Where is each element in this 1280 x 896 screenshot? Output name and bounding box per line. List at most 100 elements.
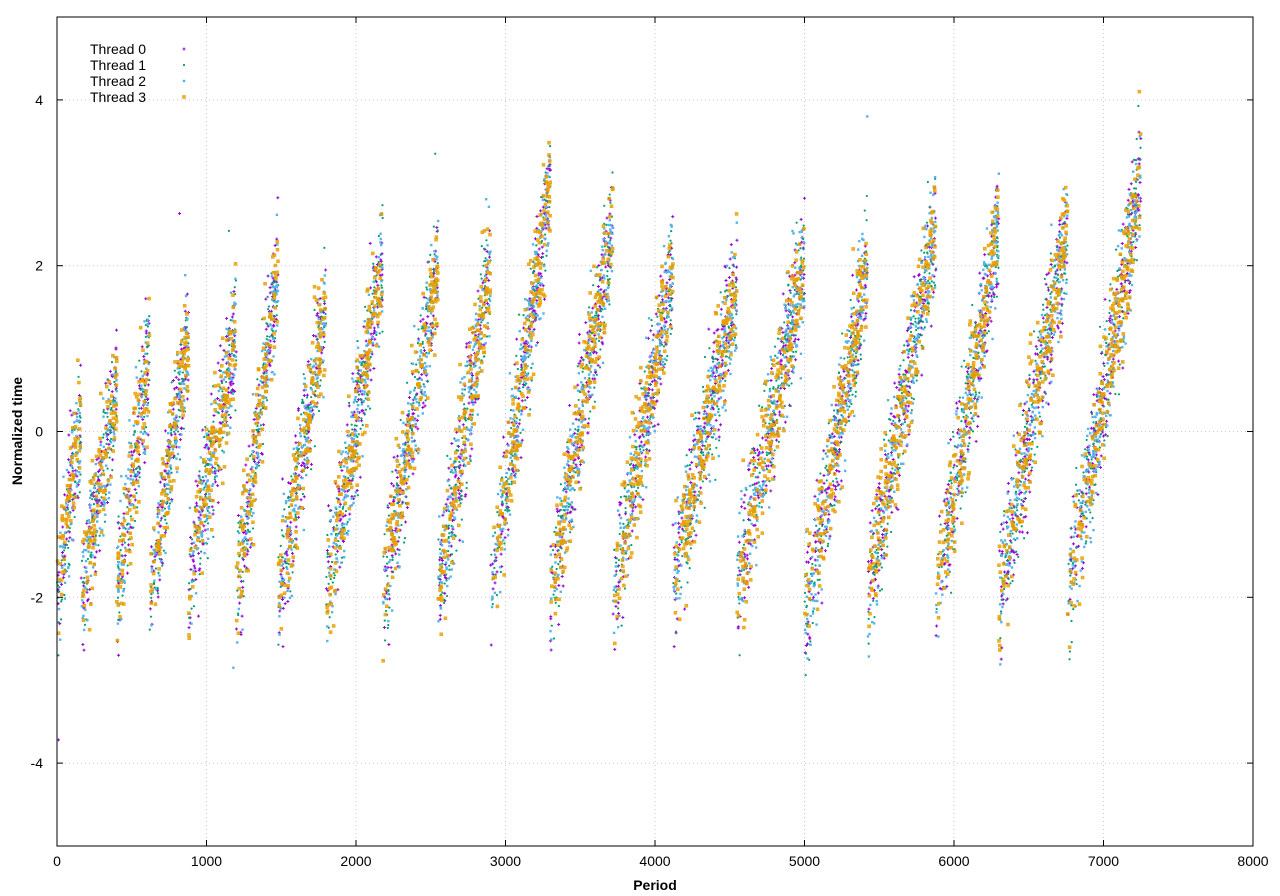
data-point (688, 567, 691, 570)
data-point (345, 423, 349, 427)
data-point (120, 543, 124, 547)
data-point (1034, 344, 1038, 348)
data-point (742, 500, 746, 504)
data-point (394, 552, 398, 556)
data-point (699, 486, 703, 490)
data-point (615, 561, 618, 564)
data-point (257, 464, 261, 467)
data-point (247, 444, 251, 448)
data-point (58, 586, 61, 589)
data-point (725, 289, 728, 292)
data-point (104, 381, 108, 385)
data-point (532, 269, 536, 272)
data-point (194, 501, 198, 505)
data-point (158, 557, 161, 560)
data-point (214, 480, 218, 484)
data-point (212, 509, 215, 512)
data-point (414, 425, 418, 429)
data-point (549, 648, 553, 652)
data-point (697, 416, 701, 420)
data-point (326, 555, 329, 559)
data-point (680, 516, 684, 520)
data-point (326, 551, 329, 555)
data-point (1130, 160, 1134, 164)
data-point (450, 553, 454, 556)
data-point (701, 480, 704, 483)
data-point (249, 454, 252, 458)
data-point (286, 599, 290, 603)
data-point (376, 283, 380, 287)
data-point (482, 264, 485, 267)
data-point (305, 396, 309, 399)
data-point (644, 455, 648, 459)
data-point (825, 491, 829, 495)
data-point (1084, 492, 1088, 496)
data-point (504, 476, 507, 479)
data-point (182, 427, 185, 430)
data-point (281, 606, 285, 610)
data-point (732, 265, 735, 268)
data-point (386, 504, 389, 507)
data-point (181, 371, 185, 374)
data-point (83, 582, 86, 585)
data-point (234, 627, 238, 631)
data-point (702, 385, 705, 389)
data-point (623, 587, 627, 590)
data-point (875, 493, 879, 497)
data-point (593, 386, 596, 389)
data-point (607, 235, 610, 239)
data-point (465, 481, 468, 484)
data-point (299, 498, 303, 502)
data-point (717, 407, 720, 411)
data-point (180, 426, 184, 430)
data-point (261, 407, 264, 410)
data-point (381, 204, 384, 207)
data-point (711, 355, 714, 358)
data-point (617, 558, 621, 562)
data-point (906, 355, 910, 359)
data-point (385, 555, 389, 558)
data-point (1015, 552, 1019, 556)
data-point (496, 511, 499, 514)
data-point (78, 442, 81, 445)
data-point (144, 335, 147, 338)
data-point (685, 561, 688, 564)
data-point (98, 549, 102, 553)
data-point (277, 643, 280, 646)
data-point (735, 238, 739, 242)
data-point (199, 562, 202, 566)
data-point (162, 549, 165, 552)
data-point (113, 380, 116, 384)
data-point (259, 424, 262, 427)
data-point (740, 505, 744, 509)
data-point (557, 514, 560, 517)
data-point (1129, 182, 1133, 186)
data-point (281, 645, 285, 649)
data-point (190, 607, 193, 610)
data-point (356, 339, 359, 343)
data-point (185, 325, 188, 329)
data-point (252, 484, 256, 488)
data-point (81, 642, 85, 646)
data-point (450, 442, 454, 446)
data-point (244, 463, 248, 467)
data-point (714, 357, 717, 360)
data-point (98, 468, 102, 472)
data-point (454, 468, 457, 471)
data-point (102, 433, 105, 436)
data-point (108, 456, 111, 459)
data-point (647, 394, 650, 398)
data-point (907, 432, 911, 436)
data-point (231, 312, 235, 316)
data-point (450, 531, 453, 534)
data-point (351, 372, 355, 376)
data-point (495, 570, 499, 574)
data-point (58, 622, 62, 626)
data-point (463, 388, 467, 391)
data-point (1021, 409, 1025, 413)
data-point (536, 341, 540, 345)
data-point (448, 484, 451, 487)
data-point (458, 499, 461, 502)
data-point (67, 546, 70, 550)
data-point (233, 389, 237, 393)
